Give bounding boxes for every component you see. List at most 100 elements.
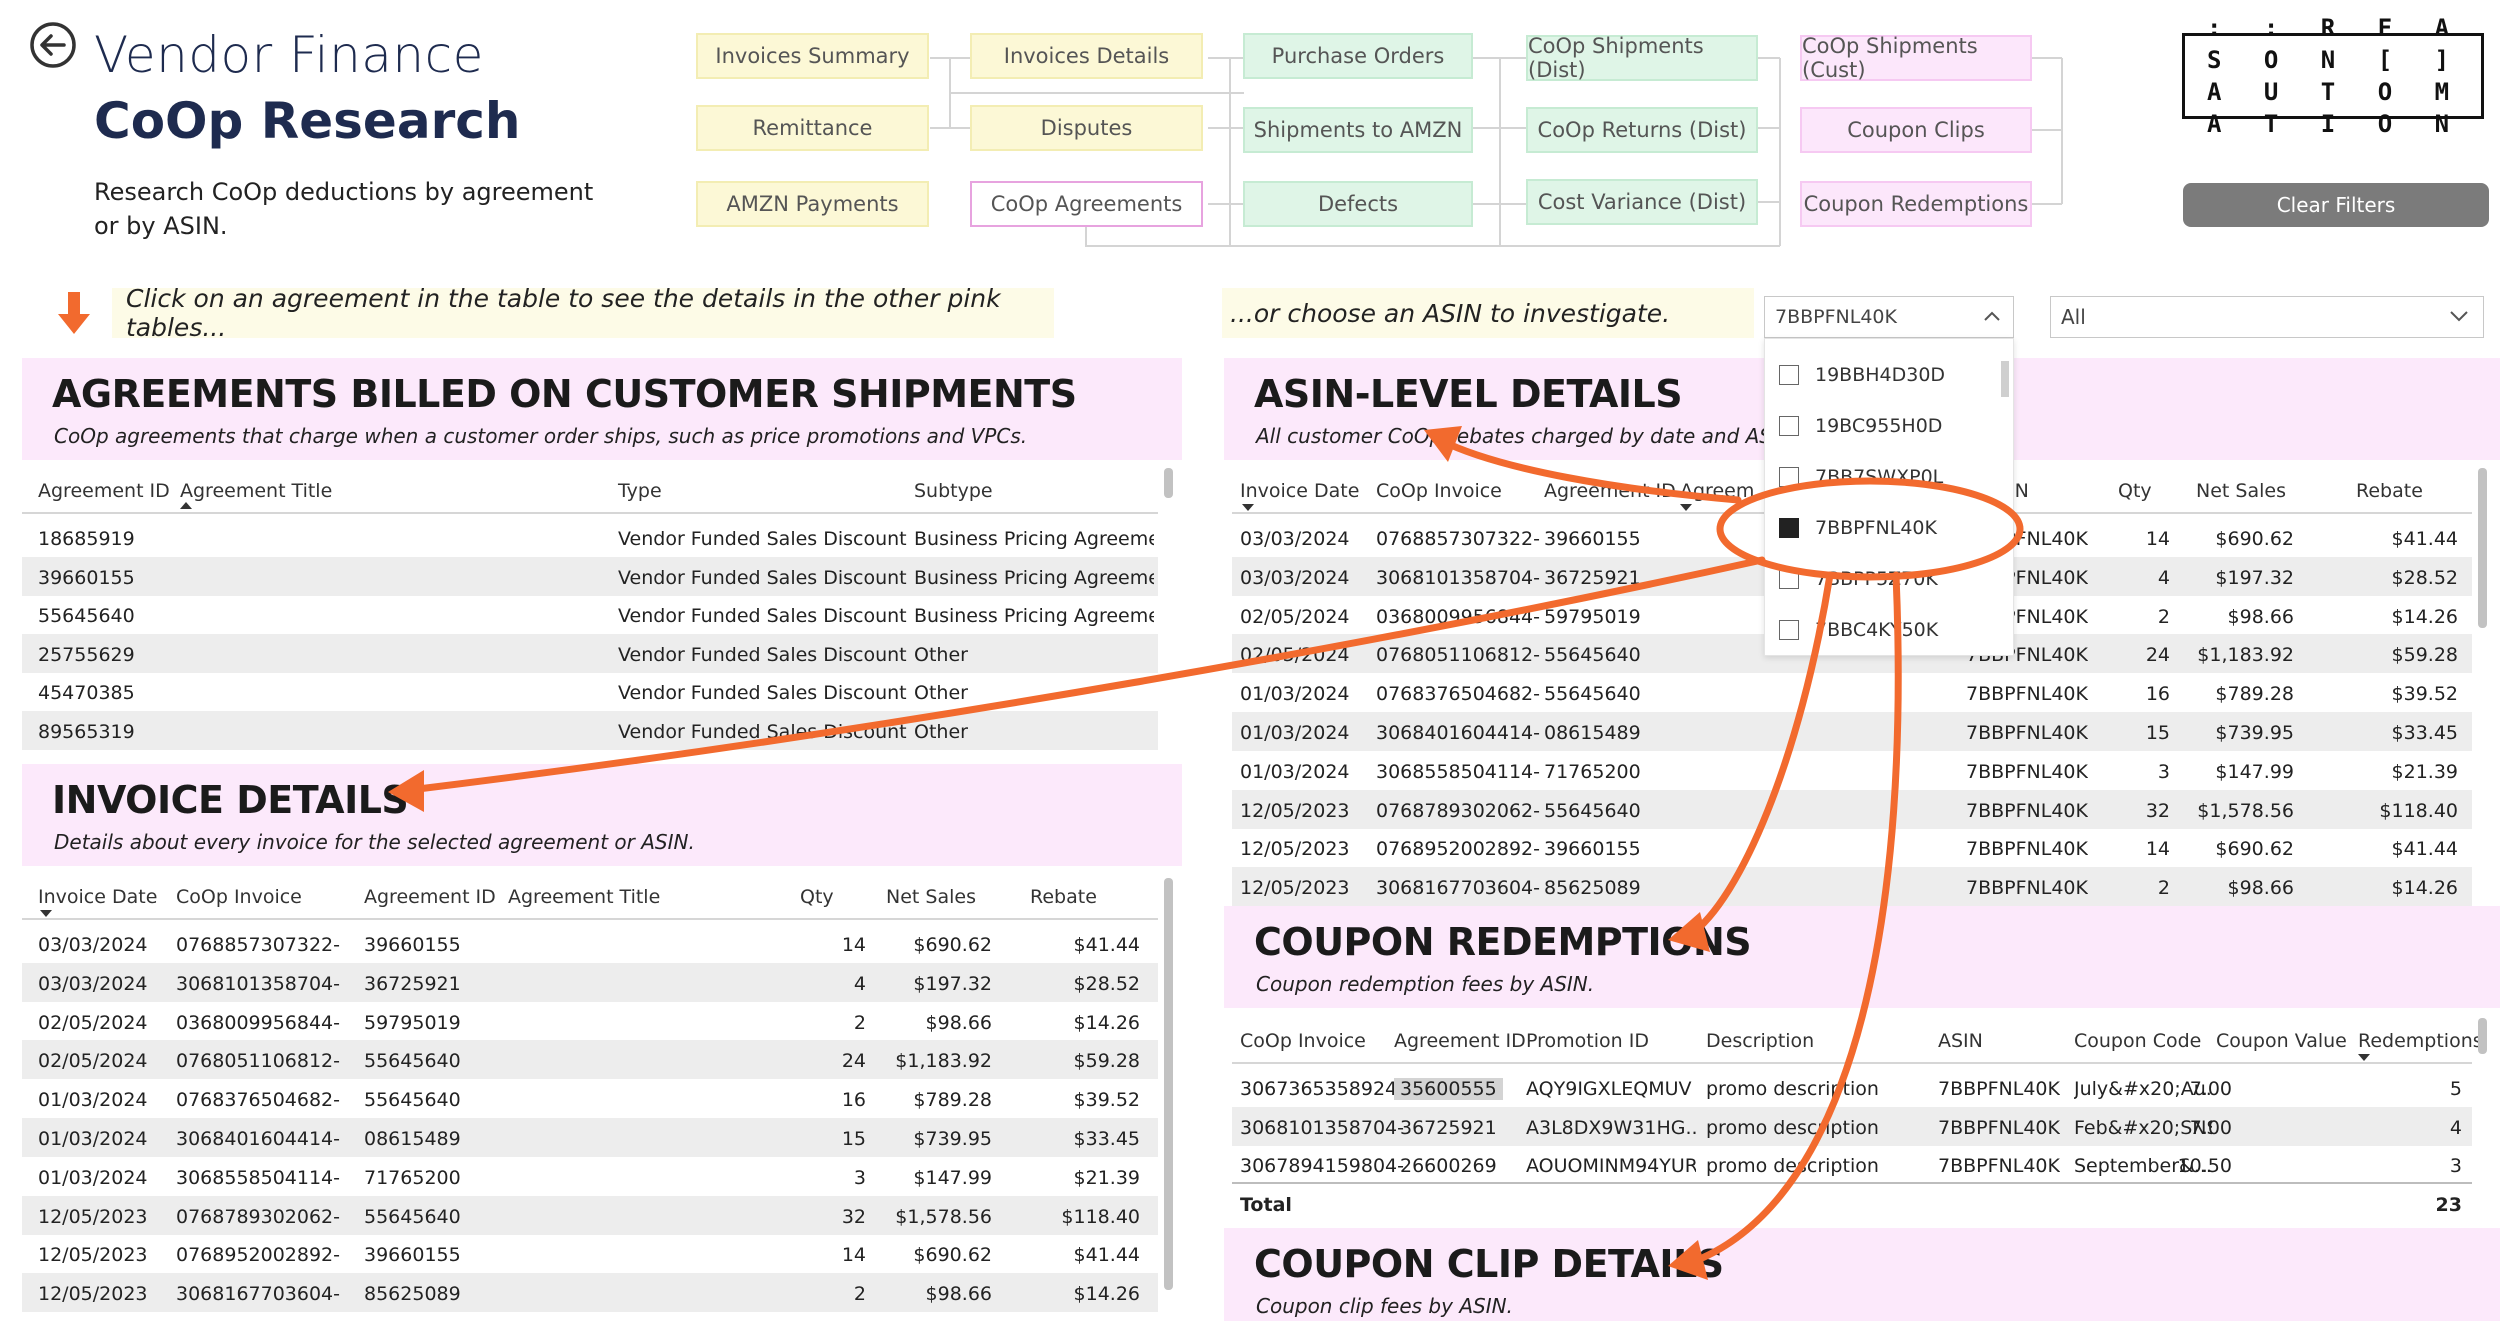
col-coop-invoice[interactable]: CoOp Invoice — [176, 886, 302, 908]
invoice-details-scrollbar[interactable] — [1164, 878, 1173, 1290]
table-row[interactable]: 55645640 Vendor Funded Sales Discount Busi… — [22, 595, 1158, 634]
nav-coop-agreements[interactable]: CoOp Agreements — [970, 181, 1203, 227]
col-rebate[interactable]: Rebate — [1030, 886, 1097, 908]
table-row[interactable]: 01/03/2024 3068401604414- 08615489 7BBPFNL4… — [1232, 712, 2472, 751]
nav-coupon-redemptions[interactable]: Coupon Redemptions — [1800, 181, 2032, 227]
col-invoice-date[interactable]: Invoice Date — [1240, 480, 1360, 502]
table-row[interactable]: 18685919 Vendor Funded Sales Discount Busi… — [22, 518, 1158, 557]
col-agreement-id[interactable]: Agreement ID — [364, 886, 496, 908]
table-row[interactable]: 3068101358704- 36725921 A3L8DX9W31HG... pro… — [1232, 1106, 2472, 1146]
checkbox-icon[interactable] — [1779, 620, 1799, 640]
cell-coop-invoice: 3068401604414- — [1376, 722, 1541, 744]
col-promotion-id[interactable]: Promotion ID — [1526, 1030, 1649, 1052]
slicer-option[interactable]: 7BB7SWXP0L — [1765, 453, 2001, 501]
nav-coupon-clips[interactable]: Coupon Clips — [1800, 107, 2032, 153]
col-qty[interactable]: Qty — [2118, 480, 2152, 502]
table-row[interactable]: 01/03/2024 0768376504682- 55645640 7BBPFNL4… — [1232, 673, 2472, 712]
table-row[interactable]: 12/05/2023 0768952002892- 39660155 14 $690.6… — [22, 1234, 1158, 1273]
col-invoice-date[interactable]: Invoice Date — [38, 886, 158, 908]
checkbox-icon[interactable] — [1779, 416, 1799, 436]
table-row[interactable]: 12/05/2023 3068167703604- 85625089 7BBPFNL4… — [1232, 867, 2472, 907]
cell-rebate: $41.44 — [2391, 838, 2458, 861]
nav-purchase-orders[interactable]: Purchase Orders — [1243, 33, 1473, 79]
table-row[interactable]: 89565319 Vendor Funded Sales Discount Othe… — [22, 710, 1158, 750]
table-row[interactable]: 12/05/2023 3068167703604- 85625089 2 $98.66 $… — [22, 1273, 1158, 1313]
agreements-scrollbar[interactable] — [1164, 468, 1173, 498]
col-redemptions[interactable]: Redemptions — [2358, 1030, 2483, 1052]
table-row[interactable]: 39660155 Vendor Funded Sales Discount Busi… — [22, 556, 1158, 596]
col-net-sales[interactable]: Net Sales — [2196, 480, 2286, 502]
cell-description: promo description — [1706, 1116, 1879, 1139]
table-row[interactable]: 02/05/2024 0768051106812- 55645640 24 $1,183… — [22, 1040, 1158, 1080]
col-asin[interactable]: ASIN — [1938, 1030, 1983, 1052]
col-coop-invoice[interactable]: CoOp Invoice — [1376, 480, 1502, 502]
col-agreement-title[interactable]: Agreement Title — [180, 480, 333, 502]
slicer-option[interactable]: 7BBC4KY50K — [1765, 606, 2001, 654]
table-row[interactable]: 01/03/2024 0768376504682- 55645640 16 $789.2… — [22, 1079, 1158, 1118]
col-subtype[interactable]: Subtype — [914, 480, 993, 502]
checkbox-icon[interactable] — [1779, 467, 1799, 487]
invoice-details-table[interactable]: Invoice Date CoOp Invoice Agreement ID A… — [22, 870, 1173, 1315]
nav-coop-returns-dist[interactable]: CoOp Returns (Dist) — [1526, 107, 1758, 153]
clear-filters-button[interactable]: Clear Filters — [2183, 183, 2489, 227]
slicer-option[interactable]: 7BBPP5Z70K — [1765, 555, 2001, 603]
table-row[interactable]: 03/03/2024 3068101358704- 36725921 4 $197.32… — [22, 962, 1158, 1002]
table-row[interactable]: 12/05/2023 0768789302062- 55645640 32 $1,578… — [22, 1195, 1158, 1235]
nav-defects[interactable]: Defects — [1243, 181, 1473, 227]
col-coop-invoice[interactable]: CoOp Invoice — [1240, 1030, 1366, 1052]
nav-shipments-to-amzn[interactable]: Shipments to AMZN — [1243, 107, 1473, 153]
cell-qty: 4 — [2157, 566, 2170, 589]
col-agreement-id[interactable]: Agreement ID — [1394, 1030, 1526, 1052]
slicer-option[interactable]: 7BBPFNL40K — [1765, 504, 2001, 552]
table-row[interactable]: 3067365358924- 35600555 AQY9IGXLEQMUV promo… — [1232, 1068, 2472, 1107]
table-row[interactable]: 12/05/2023 0768952002892- 39660155 7BBPFNL4… — [1232, 828, 2472, 867]
nav-coop-shipments-dist[interactable]: CoOp Shipments (Dist) — [1526, 34, 1758, 82]
table-row[interactable]: 25755629 Vendor Funded Sales Discount Othe… — [22, 633, 1158, 673]
slicer-option[interactable]: 19BC955H0D — [1765, 402, 2001, 450]
col-qty[interactable]: Qty — [800, 886, 834, 908]
nav-coop-shipments-cust[interactable]: CoOp Shipments (Cust) — [1800, 34, 2032, 82]
asin-slicer[interactable]: 7BBPFNL40K — [1764, 296, 2014, 338]
nav-remittance[interactable]: Remittance — [696, 105, 929, 151]
nav-invoices-summary[interactable]: Invoices Summary — [696, 33, 929, 79]
table-row[interactable]: 01/03/2024 3068558504114- 71765200 3 $147.99… — [22, 1157, 1158, 1196]
asin-slicer-dropdown[interactable]: 19BBH4D30D 19BC955H0D 7BB7SWXP0L 7BBPFNL40K… — [1764, 338, 2014, 656]
coupon-redemptions-table[interactable]: CoOp Invoice Agreement ID Promotion ID D… — [1232, 1014, 2487, 1224]
coupon-clips-subtitle: Coupon clip fees by ASIN. — [1256, 1294, 1513, 1318]
agreements-table[interactable]: Agreement ID Agreement Title Type Subtyp… — [22, 464, 1173, 750]
col-agreement-id[interactable]: Agreement ID — [38, 480, 170, 502]
nav-invoices-details[interactable]: Invoices Details — [970, 33, 1203, 79]
col-agreement-id[interactable]: Agreement ID — [1544, 480, 1676, 502]
table-row[interactable]: 01/03/2024 3068558504114- 71765200 7BBPFNL4… — [1232, 751, 2472, 790]
checkbox-icon[interactable] — [1779, 569, 1799, 589]
asin-details-scrollbar[interactable] — [2478, 468, 2487, 628]
col-rebate[interactable]: Rebate — [2356, 480, 2423, 502]
dropdown-scrollbar[interactable] — [2001, 361, 2009, 397]
nav-amzn-payments[interactable]: AMZN Payments — [696, 181, 929, 227]
secondary-slicer[interactable]: All — [2050, 296, 2484, 338]
col-agreement-title[interactable]: Agreem — [1680, 480, 1755, 502]
cell-agreement-id: 39660155 — [1544, 838, 1641, 861]
cell-invoice-date: 01/03/2024 — [1240, 683, 1350, 706]
table-row[interactable]: 45470385 Vendor Funded Sales Discount Othe… — [22, 672, 1158, 711]
coupon-redemptions-scrollbar[interactable] — [2478, 1018, 2487, 1054]
table-row[interactable]: 12/05/2023 0768789302062- 55645640 7BBPFNL4… — [1232, 789, 2472, 829]
cell-qty: 3 — [853, 1166, 866, 1189]
checkbox-icon[interactable] — [1779, 365, 1799, 385]
col-type[interactable]: Type — [618, 480, 662, 502]
slicer-option[interactable]: 19BBH4D30D — [1765, 351, 2001, 399]
nav-disputes[interactable]: Disputes — [970, 105, 1203, 151]
table-row[interactable]: 03/03/2024 0768857307322- 39660155 14 $690.6… — [22, 924, 1158, 963]
back-arrow-icon[interactable] — [28, 20, 78, 70]
checkbox-checked-icon[interactable] — [1779, 518, 1799, 538]
table-row[interactable]: 02/05/2024 0368009956844- 59795019 2 $98.66 $… — [22, 1002, 1158, 1041]
table-row[interactable]: 01/03/2024 3068401604414- 08615489 15 $739.9… — [22, 1118, 1158, 1157]
col-net-sales[interactable]: Net Sales — [886, 886, 976, 908]
table-row[interactable]: 3067894159804- 26600269 AOUOMINM94YUR promo… — [1232, 1145, 2472, 1184]
col-description[interactable]: Description — [1706, 1030, 1815, 1052]
col-coupon-code[interactable]: Coupon Code — [2074, 1030, 2202, 1052]
col-agreement-title[interactable]: Agreement Title — [508, 886, 661, 908]
col-coupon-value[interactable]: Coupon Value — [2216, 1030, 2347, 1052]
cell-asin: 7BBPFNL40K — [1966, 838, 2088, 861]
nav-cost-variance-dist[interactable]: Cost Variance (Dist) — [1526, 179, 1758, 225]
